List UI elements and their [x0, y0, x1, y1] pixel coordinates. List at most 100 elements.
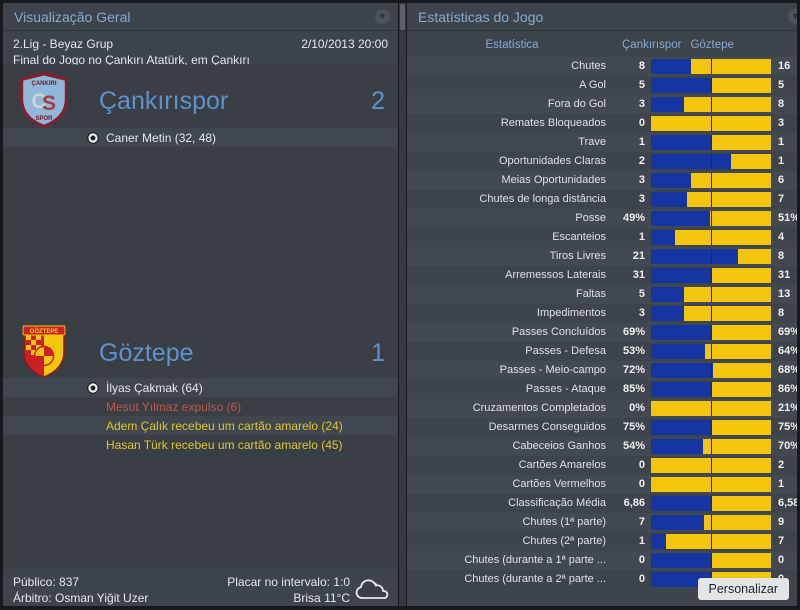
stat-home-value: 1	[638, 136, 645, 148]
stat-label: Tiros Livres	[549, 250, 606, 262]
home-team-score: 2	[371, 87, 385, 115]
divider	[3, 30, 398, 31]
stat-home-value: 1	[638, 535, 645, 547]
stat-row: A Gol 5 5	[407, 76, 797, 95]
stat-away-value: 6	[778, 174, 785, 186]
stat-home-value: 3	[638, 98, 645, 110]
competition-row: 2.Lig - Beyaz Grup 2/10/2013 20:00	[13, 37, 388, 51]
stat-away-value: 1	[778, 155, 785, 167]
personalize-button[interactable]: Personalizar	[697, 578, 789, 600]
footer-left: Público: 837 Árbitro: Osman Yiğit Uzer	[13, 574, 148, 606]
stat-bar-home-segment	[651, 553, 711, 568]
stat-bar	[651, 439, 771, 454]
stat-home-value: 0%	[629, 402, 645, 414]
stat-away-value: 68%	[778, 364, 797, 376]
right-panel-title: Estatísticas do Jogo	[418, 9, 544, 25]
stat-bar-center-line	[711, 439, 712, 454]
home-team-events: Caner Metin (32, 48)	[3, 128, 398, 147]
stat-row: Meias Oportunidades 3 6	[407, 171, 797, 190]
scrollbar-track[interactable]	[399, 3, 406, 606]
stat-home-value: 5	[638, 288, 645, 300]
stat-away-value: 1	[778, 136, 785, 148]
match-area	[3, 65, 398, 569]
left-panel-menu-button[interactable]: ▼	[375, 9, 390, 24]
stat-bar-center-line	[711, 268, 712, 283]
away-team-badge: GÖZTEPE	[22, 325, 66, 378]
svg-text:ÇANKIRI: ÇANKIRI	[32, 81, 57, 87]
venue-row: Final do Jogo no Çankırı Atatürk, em Çan…	[13, 53, 388, 67]
stat-label: Cartões Amarelos	[518, 459, 606, 471]
stat-row: Chutes (durante a 2ª parte ...00	[407, 570, 797, 589]
stat-label: Classificação Média	[508, 497, 606, 509]
stat-bar	[651, 78, 771, 93]
stat-row: Cruzamentos Completados 0% 21%	[407, 399, 797, 418]
stat-away-value: 69%	[778, 326, 797, 338]
column-header-away: Göztepe	[690, 39, 734, 51]
stat-bar-home-segment	[651, 306, 684, 321]
stat-row: Passes - Defesa 53% 64%	[407, 342, 797, 361]
stat-home-value: 1	[638, 231, 645, 243]
weather-line: Brisa 11°C	[293, 591, 350, 605]
competition-name: 2.Lig - Beyaz Grup	[13, 37, 114, 51]
stat-bar	[651, 496, 771, 511]
stat-bar	[651, 382, 771, 397]
stat-away-value: 8	[778, 250, 785, 262]
home-team-badge: ÇANKIRI C S SPOR	[20, 72, 68, 128]
stat-bar-center-line	[711, 515, 712, 530]
stat-bar	[651, 135, 771, 150]
stat-home-value: 0	[638, 573, 645, 585]
stat-bar-home-segment	[651, 97, 684, 112]
stat-bar-center-line	[711, 211, 712, 226]
stat-bar-center-line	[711, 344, 712, 359]
stat-label: Trave	[578, 136, 606, 148]
stat-away-value: 8	[778, 307, 785, 319]
away-team-name[interactable]: Göztepe	[99, 339, 194, 367]
stat-home-value: 21	[632, 250, 645, 262]
stat-label: Passes Concluídos	[511, 326, 606, 338]
stat-bar	[651, 553, 771, 568]
right-panel-menu-button[interactable]: ▼	[788, 9, 797, 24]
stat-label: Passes - Defesa	[525, 345, 606, 357]
stat-home-value: 53%	[622, 345, 645, 357]
stat-row: Escanteios 1 4	[407, 228, 797, 247]
stat-row: Chutes de longa distância 3 7	[407, 190, 797, 209]
stat-bar-center-line	[711, 401, 712, 416]
stat-row: Faltas 5 13	[407, 285, 797, 304]
stat-bar	[651, 306, 771, 321]
stat-bar-center-line	[711, 192, 712, 207]
stat-label: Oportunidades Claras	[498, 155, 606, 167]
stat-row: Classificação Média 6,86 6,58	[407, 494, 797, 513]
stat-label: Posse	[575, 212, 606, 224]
stat-row: Passes Concluídos 69% 69%	[407, 323, 797, 342]
stat-away-value: 1	[778, 478, 785, 490]
stat-away-value: 8	[778, 98, 785, 110]
stat-home-value: 0	[638, 459, 645, 471]
stat-home-value: 6,86	[623, 497, 645, 509]
stat-bar-home-segment	[651, 59, 691, 74]
stat-bar	[651, 420, 771, 435]
stat-away-value: 64%	[778, 345, 797, 357]
footer-right: Placar no intervalo: 1:0 Brisa 11°C	[227, 574, 350, 606]
stat-label: Passes - Ataque	[525, 383, 606, 395]
panel-match-stats: Estatísticas do Jogo ▼ Estatística Çankı…	[407, 3, 797, 606]
scrollbar-thumb[interactable]	[400, 4, 405, 30]
stat-away-value: 7	[778, 193, 785, 205]
stat-bar-center-line	[711, 287, 712, 302]
stat-row: Oportunidades Claras 2 1	[407, 152, 797, 171]
stat-away-value: 31	[778, 269, 791, 281]
stat-row: Remates Bloqueados 0 3	[407, 114, 797, 133]
stat-bar-center-line	[711, 363, 712, 378]
stat-away-value: 7	[778, 535, 785, 547]
home-team-name[interactable]: Çankırıspor	[99, 87, 229, 115]
stat-bar-home-segment	[651, 496, 713, 511]
stat-away-value: 51%	[778, 212, 797, 224]
svg-text:GÖZTEPE: GÖZTEPE	[30, 328, 59, 335]
match-event-row: İlyas Çakmak (64)	[3, 378, 398, 397]
stat-away-value: 5	[778, 79, 785, 91]
stat-label: Chutes de longa distância	[479, 193, 606, 205]
stat-row: Chutes (2ª parte) 1 7	[407, 532, 797, 551]
stat-home-value: 3	[638, 193, 645, 205]
stat-bar	[651, 325, 771, 340]
stat-bar-center-line	[711, 420, 712, 435]
